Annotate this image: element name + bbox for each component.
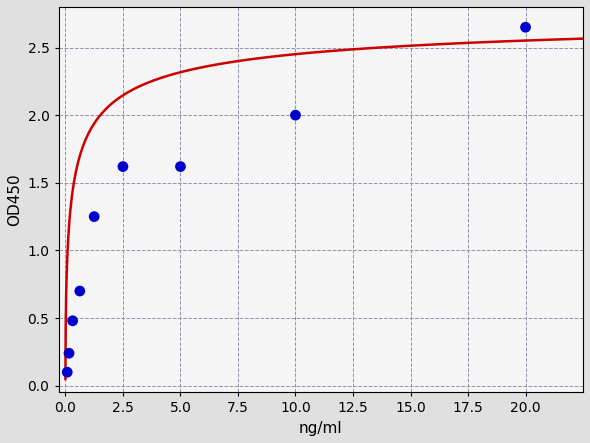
Point xyxy=(75,288,84,295)
Point xyxy=(118,163,127,170)
Point xyxy=(291,112,300,119)
Point xyxy=(176,163,185,170)
Y-axis label: OD450: OD450 xyxy=(7,173,22,226)
X-axis label: ng/ml: ng/ml xyxy=(299,421,343,436)
Point xyxy=(63,369,72,376)
Point xyxy=(64,350,74,357)
Point xyxy=(90,213,99,220)
Point xyxy=(521,23,530,31)
Point xyxy=(68,317,77,324)
